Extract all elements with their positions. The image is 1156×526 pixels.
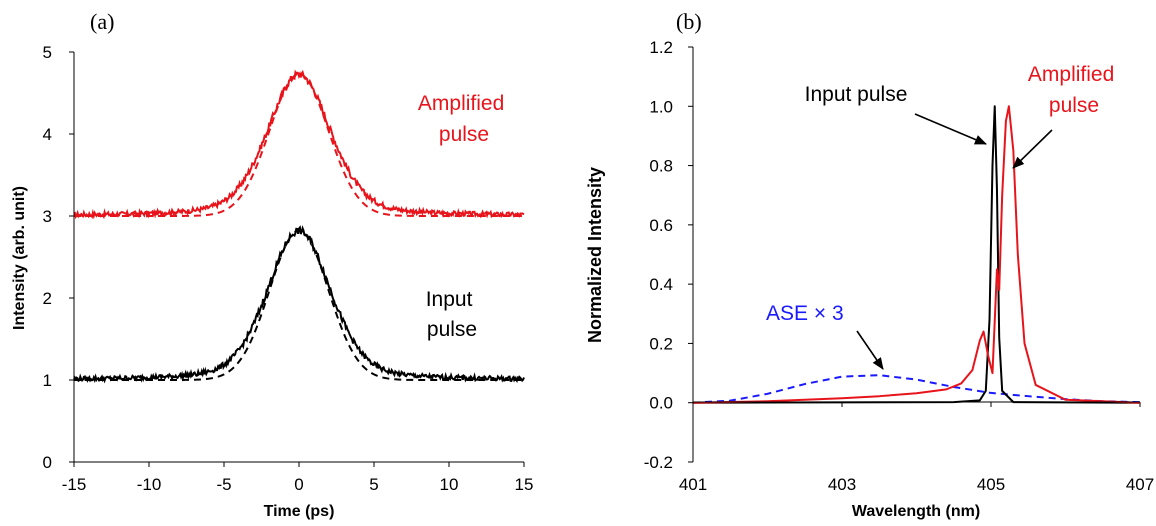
panel-a-y-tick-label: 5 bbox=[43, 43, 52, 62]
panel-a-x-tick-label: -15 bbox=[62, 475, 87, 494]
panel-a-y-tick-label: 4 bbox=[43, 125, 52, 144]
panel-b-y-tick-label: 0.0 bbox=[649, 394, 673, 413]
panel-a-y-tick-label: 2 bbox=[43, 289, 52, 308]
panel-b-y-tick-label: 0.6 bbox=[649, 216, 673, 235]
panel-b-y-tick-label: 0.4 bbox=[649, 275, 673, 294]
panel-a-y-tick-label: 1 bbox=[43, 371, 52, 390]
panel-b-x-axis-title: Wavelength (nm) bbox=[852, 503, 980, 520]
panel-b-x-tick-label: 401 bbox=[679, 475, 707, 494]
panel-b-y-tick-label: 0.2 bbox=[649, 334, 673, 353]
panel-a-x-tick-label: 10 bbox=[440, 475, 459, 494]
panel-a-y-tick-label: 3 bbox=[43, 207, 52, 226]
series-input-pulse-fit bbox=[74, 229, 524, 381]
panel-a-y-tick-label: 0 bbox=[43, 453, 52, 472]
annotation-amplified-pulse-a: Amplified pulse bbox=[418, 92, 510, 146]
panel-a-x-tick-label: 5 bbox=[369, 475, 378, 494]
panel-b-y-tick-label: 1.2 bbox=[649, 38, 673, 57]
panel-b-y-axis-title: Normalized Intensity bbox=[585, 167, 605, 343]
panel-a-time-domain: (a) -15 -10 -5 0 5 10 15 0 1 2 3 4 5 Time (ps) Inten… bbox=[11, 9, 533, 520]
series-input-pulse bbox=[692, 105, 1141, 404]
arrow-input-pulse bbox=[914, 113, 987, 145]
panel-a-x-tick-label: 0 bbox=[294, 475, 303, 494]
series-amplified-pulse-measured bbox=[73, 69, 525, 220]
panel-a-x-tick-label: -10 bbox=[137, 475, 162, 494]
panel-a-x-tick-label: 15 bbox=[515, 475, 534, 494]
panel-b-spectrum: (b) 401 403 405 407 -0.2 0.0 0.2 0.4 0.6 0.8 1.0 1.… bbox=[585, 9, 1154, 520]
annotation-ase-x3: ASE × 3 bbox=[766, 302, 844, 325]
arrow-ase bbox=[856, 330, 884, 370]
panel-a-x-axis-title: Time (ps) bbox=[264, 503, 335, 520]
series-input-pulse-measured bbox=[73, 225, 525, 384]
panel-b-y-tick-label: -0.2 bbox=[644, 453, 673, 472]
annotation-amplified-pulse-b: Amplified pulse bbox=[1028, 63, 1120, 117]
panel-a-label: (a) bbox=[90, 9, 114, 34]
panel-b-y-tick-label: 1.0 bbox=[649, 97, 673, 116]
series-amplified-pulse-fit bbox=[74, 73, 524, 217]
panel-b-x-tick-label: 403 bbox=[828, 475, 856, 494]
arrow-amplified-pulse bbox=[1012, 129, 1053, 169]
annotation-input-pulse-b: Input pulse bbox=[805, 83, 908, 106]
panel-b-x-tick-label: 405 bbox=[977, 475, 1005, 494]
panel-b-y-tick-label: 0.8 bbox=[649, 157, 673, 176]
annotation-input-pulse-a: Input pulse bbox=[426, 288, 479, 341]
panel-b-x-tick-label: 407 bbox=[1126, 475, 1154, 494]
panel-a-y-axis-title: Intensity (arb. unit) bbox=[11, 186, 28, 330]
panel-a-x-tick-label: -5 bbox=[216, 475, 231, 494]
panel-b-label: (b) bbox=[676, 9, 702, 34]
series-ase-3 bbox=[692, 374, 1141, 404]
series-amplified-pulse bbox=[692, 105, 1141, 404]
